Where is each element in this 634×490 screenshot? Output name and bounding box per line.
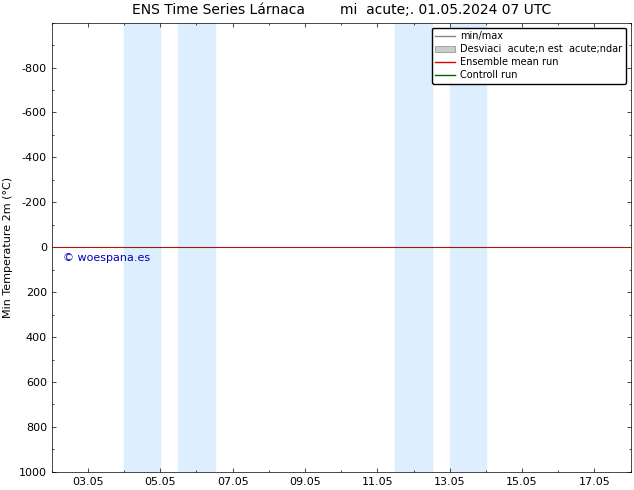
Bar	[450, 23, 486, 472]
Bar	[396, 23, 432, 472]
Bar	[178, 23, 214, 472]
Legend: min/max, Desviaci  acute;n est  acute;ndar, Ensemble mean run, Controll run: min/max, Desviaci acute;n est acute;ndar…	[432, 27, 626, 84]
Y-axis label: Min Temperature 2m (°C): Min Temperature 2m (°C)	[3, 177, 13, 318]
Bar	[124, 23, 160, 472]
Title: ENS Time Series Lárnaca        mi  acute;. 01.05.2024 07 UTC: ENS Time Series Lárnaca mi acute;. 01.05…	[132, 3, 551, 17]
Text: © woespana.es: © woespana.es	[63, 253, 150, 264]
